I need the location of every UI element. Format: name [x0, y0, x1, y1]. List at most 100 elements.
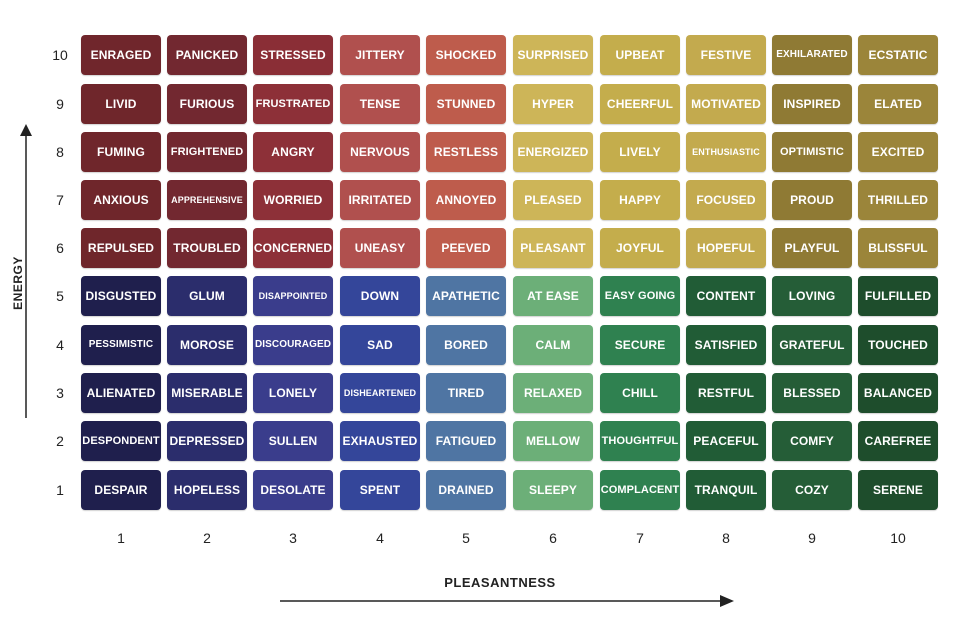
mood-cell-loving: LOVING — [772, 276, 852, 316]
mood-cell-fulfilled: FULFILLED — [858, 276, 938, 316]
mood-cell-stunned: STUNNED — [426, 84, 506, 124]
mood-cell-enraged: ENRAGED — [81, 35, 161, 75]
mood-cell-down: DOWN — [340, 276, 420, 316]
mood-cell-thoughtful: THOUGHTFUL — [600, 421, 680, 461]
mood-cell-hopeful: HOPEFUL — [686, 228, 766, 268]
mood-cell-irritated: IRRITATED — [340, 180, 420, 220]
mood-cell-pleased: PLEASED — [513, 180, 593, 220]
mood-cell-lively: LIVELY — [600, 132, 680, 172]
pleasantness-tick-label: 5 — [462, 530, 470, 546]
mood-cell-frustrated: FRUSTRATED — [253, 84, 333, 124]
mood-cell-desolate: DESOLATE — [253, 470, 333, 510]
mood-cell-angry: ANGRY — [253, 132, 333, 172]
mood-cell-furious: FURIOUS — [167, 84, 247, 124]
mood-cell-shocked: SHOCKED — [426, 35, 506, 75]
mood-cell-focused: FOCUSED — [686, 180, 766, 220]
energy-tick-label: 8 — [56, 144, 64, 160]
mood-cell-blissful: BLISSFUL — [858, 228, 938, 268]
mood-cell-comfy: COMFY — [772, 421, 852, 461]
mood-cell-satisfied: SATISFIED — [686, 325, 766, 365]
mood-cell-touched: TOUCHED — [858, 325, 938, 365]
mood-cell-annoyed: ANNOYED — [426, 180, 506, 220]
mood-cell-morose: MOROSE — [167, 325, 247, 365]
mood-cell-serene: SERENE — [858, 470, 938, 510]
mood-cell-complacent: COMPLACENT — [600, 470, 680, 510]
mood-cell-disheartened: DISHEARTENED — [340, 373, 420, 413]
energy-tick-label: 4 — [56, 337, 64, 353]
mood-cell-despondent: DESPONDENT — [81, 421, 161, 461]
mood-cell-exhilarated: EXHILARATED — [772, 35, 852, 75]
mood-cell-jittery: JITTERY — [340, 35, 420, 75]
mood-cell-frightened: FRIGHTENED — [167, 132, 247, 172]
energy-tick-label: 10 — [52, 47, 68, 63]
pleasantness-tick-label: 3 — [289, 530, 297, 546]
mood-cell-calm: CALM — [513, 325, 593, 365]
mood-cell-pessimistic: PESSIMISTIC — [81, 325, 161, 365]
mood-cell-sleepy: SLEEPY — [513, 470, 593, 510]
mood-cell-energized: ENERGIZED — [513, 132, 593, 172]
mood-cell-spent: SPENT — [340, 470, 420, 510]
mood-cell-chill: CHILL — [600, 373, 680, 413]
mood-cell-cheerful: CHEERFUL — [600, 84, 680, 124]
mood-cell-pleasant: PLEASANT — [513, 228, 593, 268]
mood-cell-concerned: CONCERNED — [253, 228, 333, 268]
pleasantness-tick-label: 9 — [808, 530, 816, 546]
mood-cell-worried: WORRIED — [253, 180, 333, 220]
mood-cell-panicked: PANICKED — [167, 35, 247, 75]
mood-cell-apprehensive: APPREHENSIVE — [167, 180, 247, 220]
pleasantness-tick-label: 4 — [376, 530, 384, 546]
mood-cell-cozy: COZY — [772, 470, 852, 510]
mood-cell-anxious: ANXIOUS — [81, 180, 161, 220]
mood-cell-discouraged: DISCOURAGED — [253, 325, 333, 365]
pleasantness-arrow-icon — [280, 595, 734, 607]
pleasantness-tick-label: 6 — [549, 530, 557, 546]
mood-cell-hyper: HYPER — [513, 84, 593, 124]
pleasantness-tick-label: 7 — [636, 530, 644, 546]
mood-cell-depressed: DEPRESSED — [167, 421, 247, 461]
mood-cell-nervous: NERVOUS — [340, 132, 420, 172]
mood-cell-livid: LIVID — [81, 84, 161, 124]
mood-cell-proud: PROUD — [772, 180, 852, 220]
mood-cell-at-ease: AT EASE — [513, 276, 593, 316]
pleasantness-tick-label: 2 — [203, 530, 211, 546]
mood-cell-surprised: SURPRISED — [513, 35, 593, 75]
mood-cell-tired: TIRED — [426, 373, 506, 413]
mood-cell-miserable: MISERABLE — [167, 373, 247, 413]
mood-cell-glum: GLUM — [167, 276, 247, 316]
pleasantness-tick-label: 10 — [890, 530, 906, 546]
mood-cell-content: CONTENT — [686, 276, 766, 316]
x-axis-label: PLEASANTNESS — [444, 575, 556, 590]
mood-cell-upbeat: UPBEAT — [600, 35, 680, 75]
mood-cell-tranquil: TRANQUIL — [686, 470, 766, 510]
mood-cell-lonely: LONELY — [253, 373, 333, 413]
mood-cell-carefree: CAREFREE — [858, 421, 938, 461]
mood-cell-despair: DESPAIR — [81, 470, 161, 510]
mood-cell-restful: RESTFUL — [686, 373, 766, 413]
pleasantness-tick-label: 8 — [722, 530, 730, 546]
pleasantness-tick-label: 1 — [117, 530, 125, 546]
mood-cell-bored: BORED — [426, 325, 506, 365]
mood-cell-grateful: GRATEFUL — [772, 325, 852, 365]
mood-cell-sad: SAD — [340, 325, 420, 365]
mood-cell-excited: EXCITED — [858, 132, 938, 172]
mood-cell-happy: HAPPY — [600, 180, 680, 220]
energy-tick-label: 7 — [56, 192, 64, 208]
mood-cell-blessed: BLESSED — [772, 373, 852, 413]
mood-cell-tense: TENSE — [340, 84, 420, 124]
mood-cell-peeved: PEEVED — [426, 228, 506, 268]
mood-cell-drained: DRAINED — [426, 470, 506, 510]
mood-cell-repulsed: REPULSED — [81, 228, 161, 268]
mood-cell-secure: SECURE — [600, 325, 680, 365]
mood-cell-thrilled: THRILLED — [858, 180, 938, 220]
mood-cell-relaxed: RELAXED — [513, 373, 593, 413]
energy-tick-label: 9 — [56, 96, 64, 112]
mood-cell-sullen: SULLEN — [253, 421, 333, 461]
mood-cell-balanced: BALANCED — [858, 373, 938, 413]
mood-cell-stressed: STRESSED — [253, 35, 333, 75]
mood-cell-disgusted: DISGUSTED — [81, 276, 161, 316]
energy-arrow-icon — [20, 124, 32, 418]
mood-cell-restless: RESTLESS — [426, 132, 506, 172]
mood-cell-uneasy: UNEASY — [340, 228, 420, 268]
mood-cell-mellow: MELLOW — [513, 421, 593, 461]
mood-cell-elated: ELATED — [858, 84, 938, 124]
